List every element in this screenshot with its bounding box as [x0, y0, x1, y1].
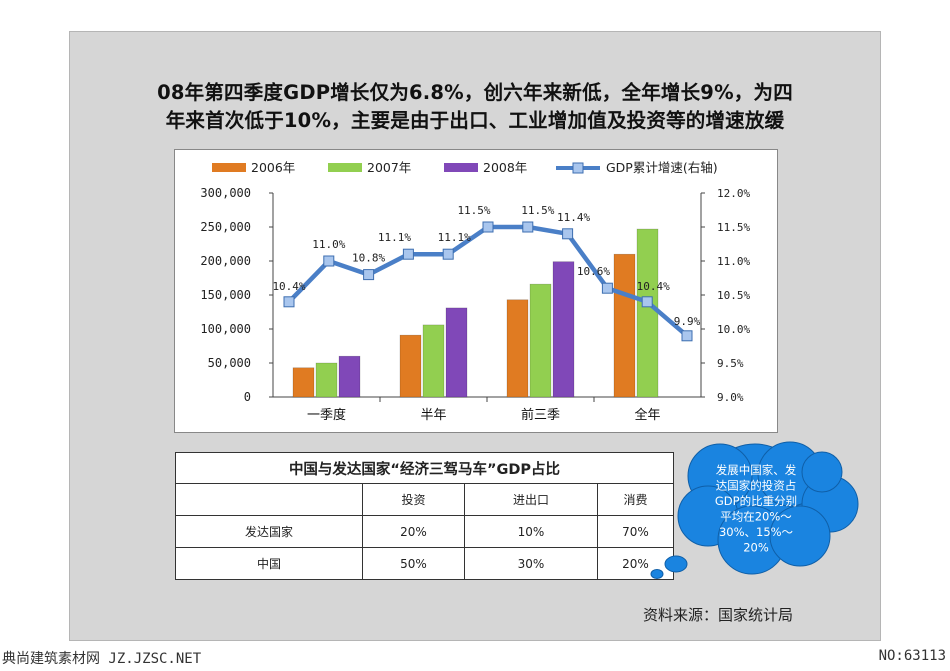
growth-point — [482, 221, 494, 233]
bar — [529, 283, 552, 398]
growth-point — [641, 296, 653, 308]
growth-point — [522, 221, 534, 233]
left-tick-label: 50,000 — [208, 356, 251, 370]
legend-label: 2007年 — [367, 160, 411, 175]
callout-line: GDP的比重分别 — [715, 494, 797, 508]
bar — [506, 299, 529, 398]
gdp-share-table: 中国与发达国家“经济三驾马车”GDP占比 投资 进出口 消费 发达国家 20% … — [175, 452, 674, 580]
table-row: 中国 50% 30% 20% — [175, 547, 674, 580]
bar — [315, 362, 338, 398]
callout-line: 发展中国家、发 — [716, 463, 797, 477]
slide-title-line-1: 08年第四季度GDP增长仅为6.8%，创六年来新低，全年增长9%，为四 — [157, 81, 793, 104]
table-cell: 10% — [464, 515, 598, 548]
callout-line: 30%、15%～ — [719, 525, 794, 539]
bar — [292, 367, 315, 398]
left-tick-label: 150,000 — [200, 288, 251, 302]
cloud-shape — [650, 441, 859, 579]
source-note: 资料来源：国家统计局 — [643, 606, 794, 624]
bar — [422, 324, 445, 398]
growth-point — [681, 330, 693, 342]
growth-point-label: 11.1% — [438, 231, 471, 244]
x-tick-label: 半年 — [420, 408, 446, 423]
growth-point-label: 11.4% — [557, 211, 590, 224]
growth-point — [323, 255, 335, 267]
right-tick-label: 9.0% — [717, 391, 744, 404]
legend-label: 2008年 — [483, 160, 527, 175]
bar — [399, 334, 422, 398]
growth-point — [283, 296, 295, 308]
legend-line-marker — [572, 162, 584, 174]
slide-title-line-2: 年来首次低于10%，主要是由于出口、工业增加值及投资等的增速放缓 — [165, 109, 785, 132]
right-tick-label: 10.0% — [717, 323, 750, 336]
left-tick-label: 300,000 — [200, 186, 251, 200]
table-header-cell: 进出口 — [464, 483, 598, 516]
growth-point-label: 11.5% — [521, 204, 554, 217]
growth-point — [601, 282, 613, 294]
callout-line: 20% — [743, 541, 769, 555]
growth-point-label: 11.5% — [457, 204, 490, 217]
growth-point-label: 9.9% — [674, 315, 701, 328]
growth-point — [562, 228, 574, 240]
bar — [552, 261, 575, 398]
chart-frame — [174, 149, 778, 433]
table-row: 发达国家 20% 10% 70% — [175, 515, 674, 548]
callout-line: 达国家的投资占 — [716, 479, 797, 493]
right-tick-label: 12.0% — [717, 187, 750, 200]
right-tick-label: 10.5% — [717, 289, 750, 302]
watermark-left: 典尚建筑素材网 JZ.JZSC.NET — [2, 651, 202, 667]
legend-label: GDP累计增速(右轴) — [606, 160, 718, 175]
legend-label: 2006年 — [251, 160, 295, 175]
left-tick-label: 0 — [244, 390, 251, 404]
growth-point — [442, 248, 454, 260]
chart-bars — [292, 228, 659, 398]
bar — [613, 253, 636, 398]
bar — [445, 307, 468, 398]
legend-swatch — [444, 163, 478, 172]
left-tick-label: 250,000 — [200, 220, 251, 234]
table-cell: 50% — [362, 547, 465, 580]
bar — [636, 228, 659, 398]
growth-point-label: 10.4% — [272, 280, 305, 293]
table-cell: 20% — [362, 515, 465, 548]
table-caption: 中国与发达国家“经济三驾马车”GDP占比 — [175, 452, 674, 484]
x-tick-label: 一季度 — [307, 407, 346, 423]
table-cell: 20% — [597, 547, 674, 580]
growth-point-label: 10.4% — [637, 280, 670, 293]
gdp-chart: 2006年 2007年 2008年 GDP累计增速(右轴) 0 50,000 100,00… — [174, 149, 778, 433]
right-tick-label: 11.0% — [717, 255, 750, 268]
table-header-row: 投资 进出口 消费 — [175, 483, 674, 516]
right-tick-label: 11.5% — [717, 221, 750, 234]
growth-point-label: 11.0% — [312, 238, 345, 251]
table-cell: 30% — [464, 547, 598, 580]
callout-line: 平均在20%～ — [720, 510, 792, 524]
bar — [338, 355, 361, 398]
growth-point — [363, 269, 375, 281]
legend-swatch — [212, 163, 246, 172]
growth-point-label: 10.6% — [577, 265, 610, 278]
chart-growth-line: 10.4%11.0%10.8%11.1% 11.1%11.5% 11.5%11.4%… — [272, 204, 701, 342]
left-tick-label: 100,000 — [200, 322, 251, 336]
growth-point — [402, 248, 414, 260]
x-tick-label: 全年 — [634, 407, 660, 423]
table-header-cell — [175, 483, 363, 516]
growth-point-label: 10.8% — [352, 252, 385, 265]
right-tick-label: 9.5% — [717, 357, 744, 370]
chart-legend: 2006年 2007年 2008年 GDP累计增速(右轴) — [212, 160, 718, 175]
x-tick-label: 前三季 — [521, 407, 560, 423]
table-header-cell: 投资 — [362, 483, 465, 516]
growth-point-label: 11.1% — [378, 231, 411, 244]
table-cell: 中国 — [175, 547, 363, 580]
legend-swatch — [328, 163, 362, 172]
watermark-right: NO:63113 — [878, 648, 946, 664]
left-tick-label: 200,000 — [200, 254, 251, 268]
table-cell: 发达国家 — [175, 515, 363, 548]
